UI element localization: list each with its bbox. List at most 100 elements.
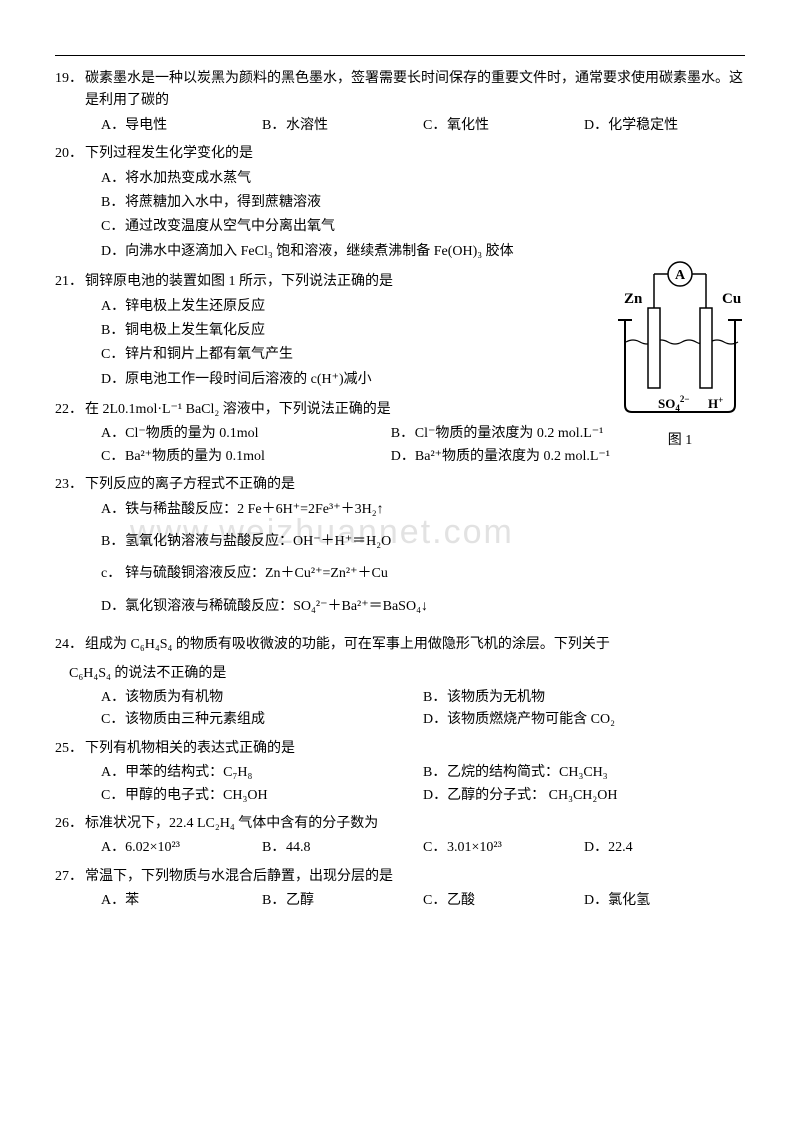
question-number: 19． bbox=[55, 68, 85, 113]
option-text: 乙醇的分子式： CH₃CH₂OH bbox=[447, 785, 617, 807]
option-label: c． bbox=[101, 563, 125, 585]
option-text: 6.02×10²³ bbox=[125, 837, 180, 859]
option-text: 该物质为无机物 bbox=[447, 687, 545, 709]
question-stem: 20．下列过程发生化学变化的是 bbox=[55, 143, 745, 165]
option: D．氯化钡溶液与稀硫酸反应：SO₄²⁻＋Ba²⁺＝BaSO₄↓ bbox=[101, 596, 745, 618]
option-label: C． bbox=[101, 446, 125, 468]
option-text: Cl⁻物质的量浓度为 0.2 mol.L⁻¹ bbox=[415, 423, 604, 445]
option-label: A． bbox=[101, 687, 125, 709]
question-text: 下列有机物相关的表达式正确的是 bbox=[85, 738, 745, 760]
option-label: B． bbox=[262, 837, 286, 859]
option-label: A． bbox=[101, 499, 125, 521]
ammeter-label: A bbox=[675, 268, 686, 283]
options: A．甲苯的结构式：C₇H₈B．乙烷的结构简式：CH₃CH₃C．甲醇的电子式：CH… bbox=[101, 762, 745, 807]
option-text: 导电性 bbox=[125, 115, 167, 137]
option-text: 通过改变温度从空气中分离出氧气 bbox=[125, 216, 335, 238]
zn-label: Zn bbox=[624, 291, 643, 307]
option: C．乙酸 bbox=[423, 890, 584, 912]
electrochemical-cell-diagram: A Zn Cu SO42− H+ 图 1 bbox=[610, 260, 750, 435]
option-text: 该物质为有机物 bbox=[125, 687, 223, 709]
option-text: 化学稳定性 bbox=[608, 115, 678, 137]
option-text: Ba²⁺物质的量为 0.1mol bbox=[125, 446, 265, 468]
option-label: C． bbox=[423, 890, 447, 912]
option: B．乙烷的结构简式：CH₃CH₃ bbox=[423, 762, 745, 784]
option-text: 铜电极上发生氧化反应 bbox=[125, 320, 265, 342]
option-text: 乙烷的结构简式：CH₃CH₃ bbox=[447, 762, 608, 784]
question-number: 23． bbox=[55, 474, 85, 496]
diagram-caption: 图 1 bbox=[610, 430, 750, 452]
option-label: D． bbox=[584, 115, 608, 137]
question-stem: 23．下列反应的离子方程式不正确的是 bbox=[55, 474, 745, 496]
option-label: D． bbox=[101, 241, 125, 263]
option-label: C． bbox=[423, 115, 447, 137]
question-text: 常温下，下列物质与水混合后静置，出现分层的是 bbox=[85, 866, 745, 888]
option-text: 3.01×10²³ bbox=[447, 837, 502, 859]
option-text: 氧化性 bbox=[447, 115, 489, 137]
option: c．锌与硫酸铜溶液反应：Zn＋Cu²⁺=Zn²⁺＋Cu bbox=[101, 563, 745, 585]
option-label: A． bbox=[101, 423, 125, 445]
option-label: A． bbox=[101, 890, 125, 912]
question-number: 25． bbox=[55, 738, 85, 760]
option-label: B． bbox=[391, 423, 415, 445]
question: 27．常温下，下列物质与水混合后静置，出现分层的是A．苯B．乙醇C．乙酸D．氯化… bbox=[55, 866, 745, 913]
option-label: B． bbox=[423, 687, 447, 709]
option-label: D． bbox=[391, 446, 415, 468]
option: A．该物质为有机物 bbox=[101, 687, 423, 709]
question: 26．标准状况下，22.4 LC₂H₄ 气体中含有的分子数为A．6.02×10²… bbox=[55, 813, 745, 860]
option-label: C． bbox=[101, 709, 125, 731]
option-text: 甲醇的电子式：CH₃OH bbox=[125, 785, 268, 807]
option: C．氧化性 bbox=[423, 115, 584, 137]
option: D．乙醇的分子式： CH₃CH₂OH bbox=[423, 785, 745, 807]
option-text: 氢氧化钠溶液与盐酸反应：OH⁻＋H⁺＝H₂O bbox=[125, 531, 391, 553]
question-number: 20． bbox=[55, 143, 85, 165]
options: A．苯B．乙醇C．乙酸D．氯化氢 bbox=[101, 890, 745, 912]
option: D．氯化氢 bbox=[584, 890, 745, 912]
h-label: H+ bbox=[708, 395, 723, 411]
option-label: C． bbox=[101, 785, 125, 807]
option-text: 水溶性 bbox=[286, 115, 328, 137]
option: C．甲醇的电子式：CH₃OH bbox=[101, 785, 423, 807]
option-label: D． bbox=[423, 785, 447, 807]
option: A．导电性 bbox=[101, 115, 262, 137]
option-text: 将蔗糖加入水中，得到蔗糖溶液 bbox=[125, 192, 321, 214]
questions-container: 19．碳素墨水是一种以炭黑为颜料的黑色墨水，签署需要长时间保存的重要文件时，通常… bbox=[55, 68, 745, 913]
question-stem: 25．下列有机物相关的表达式正确的是 bbox=[55, 738, 745, 760]
question-text: 标准状况下，22.4 LC₂H₄ 气体中含有的分子数为 bbox=[85, 813, 745, 835]
question-number: 21． bbox=[55, 271, 85, 293]
option: C．通过改变温度从空气中分离出氧气 bbox=[101, 216, 745, 238]
option-text: 该物质燃烧产物可能含 CO₂ bbox=[447, 709, 615, 731]
question-text: 碳素墨水是一种以炭黑为颜料的黑色墨水，签署需要长时间保存的重要文件时，通常要求使… bbox=[85, 68, 745, 113]
option-label: A． bbox=[101, 837, 125, 859]
question-number: 22． bbox=[55, 399, 85, 421]
options: A．铁与稀盐酸反应：2 Fe＋6H⁺=2Fe³⁺＋3H₂↑B．氢氧化钠溶液与盐酸… bbox=[101, 499, 745, 629]
option: D．化学稳定性 bbox=[584, 115, 745, 137]
cu-label: Cu bbox=[722, 291, 741, 307]
option-label: A． bbox=[101, 296, 125, 318]
option-label: B． bbox=[101, 192, 125, 214]
options: A．导电性B．水溶性C．氧化性D．化学稳定性 bbox=[101, 115, 745, 137]
option-text: 乙酸 bbox=[447, 890, 475, 912]
option-text: Ba²⁺物质的量浓度为 0.2 mol.L⁻¹ bbox=[415, 446, 610, 468]
option-text: 将水加热变成水蒸气 bbox=[125, 168, 251, 190]
question-text: 下列反应的离子方程式不正确的是 bbox=[85, 474, 745, 496]
option-label: C． bbox=[423, 837, 447, 859]
page-top-rule bbox=[55, 55, 745, 56]
option: B．水溶性 bbox=[262, 115, 423, 137]
option-text: 44.8 bbox=[286, 837, 311, 859]
options: A．将水加热变成水蒸气B．将蔗糖加入水中，得到蔗糖溶液C．通过改变温度从空气中分… bbox=[101, 168, 745, 266]
option-text: 铁与稀盐酸反应：2 Fe＋6H⁺=2Fe³⁺＋3H₂↑ bbox=[125, 499, 383, 521]
option-text: 甲苯的结构式：C₇H₈ bbox=[125, 762, 252, 784]
option: C．Ba²⁺物质的量为 0.1mol bbox=[101, 446, 391, 468]
so4-label: SO42− bbox=[658, 394, 689, 413]
question-stem: 24．组成为 C₆H₄S₄ 的物质有吸收微波的功能，可在军事上用做隐形飞机的涂层… bbox=[55, 634, 745, 685]
option: D．22.4 bbox=[584, 837, 745, 859]
option-label: B． bbox=[101, 531, 125, 553]
option-label: D． bbox=[584, 837, 608, 859]
option: A．6.02×10²³ bbox=[101, 837, 262, 859]
option-label: D． bbox=[423, 709, 447, 731]
question-number: 26． bbox=[55, 813, 85, 835]
option: A．Cl⁻物质的量为 0.1mol bbox=[101, 423, 391, 445]
option-label: A． bbox=[101, 115, 125, 137]
option-label: A． bbox=[101, 168, 125, 190]
question: 20．下列过程发生化学变化的是 A．将水加热变成水蒸气B．将蔗糖加入水中，得到蔗糖… bbox=[55, 143, 745, 265]
